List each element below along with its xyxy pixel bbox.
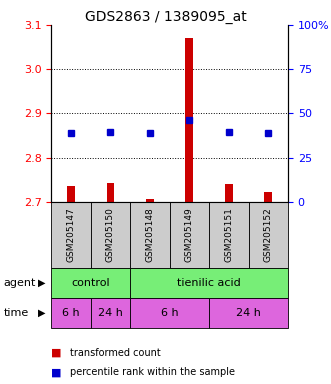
Text: GSM205150: GSM205150 bbox=[106, 207, 115, 262]
Text: control: control bbox=[71, 278, 110, 288]
Text: ■: ■ bbox=[51, 367, 62, 377]
Bar bbox=[209, 202, 249, 268]
Bar bbox=[146, 199, 154, 202]
Text: GDS2863 / 1389095_at: GDS2863 / 1389095_at bbox=[85, 10, 246, 23]
Text: agent: agent bbox=[3, 278, 36, 288]
Bar bbox=[130, 268, 288, 298]
Bar bbox=[209, 298, 288, 328]
Text: 24 h: 24 h bbox=[236, 308, 261, 318]
Text: GSM205152: GSM205152 bbox=[264, 207, 273, 262]
Bar bbox=[169, 202, 209, 268]
Bar bbox=[51, 202, 91, 268]
Bar bbox=[107, 183, 115, 202]
Text: ■: ■ bbox=[51, 348, 62, 358]
Text: 6 h: 6 h bbox=[161, 308, 178, 318]
Text: percentile rank within the sample: percentile rank within the sample bbox=[70, 367, 234, 377]
Text: GSM205148: GSM205148 bbox=[145, 207, 155, 262]
Bar bbox=[185, 38, 193, 202]
Bar bbox=[91, 202, 130, 268]
Bar bbox=[51, 268, 130, 298]
Text: transformed count: transformed count bbox=[70, 348, 160, 358]
Text: 6 h: 6 h bbox=[62, 308, 80, 318]
Text: GSM205151: GSM205151 bbox=[224, 207, 233, 262]
Text: ▶: ▶ bbox=[38, 278, 46, 288]
Bar bbox=[51, 298, 91, 328]
Text: ▶: ▶ bbox=[38, 308, 46, 318]
Bar bbox=[225, 184, 233, 202]
Text: 24 h: 24 h bbox=[98, 308, 123, 318]
Bar bbox=[130, 298, 209, 328]
Text: GSM205147: GSM205147 bbox=[67, 207, 75, 262]
Bar bbox=[249, 202, 288, 268]
Text: tienilic acid: tienilic acid bbox=[177, 278, 241, 288]
Bar bbox=[91, 298, 130, 328]
Text: time: time bbox=[3, 308, 28, 318]
Bar bbox=[130, 202, 169, 268]
Bar bbox=[264, 192, 272, 202]
Bar bbox=[67, 187, 75, 202]
Text: GSM205149: GSM205149 bbox=[185, 207, 194, 262]
